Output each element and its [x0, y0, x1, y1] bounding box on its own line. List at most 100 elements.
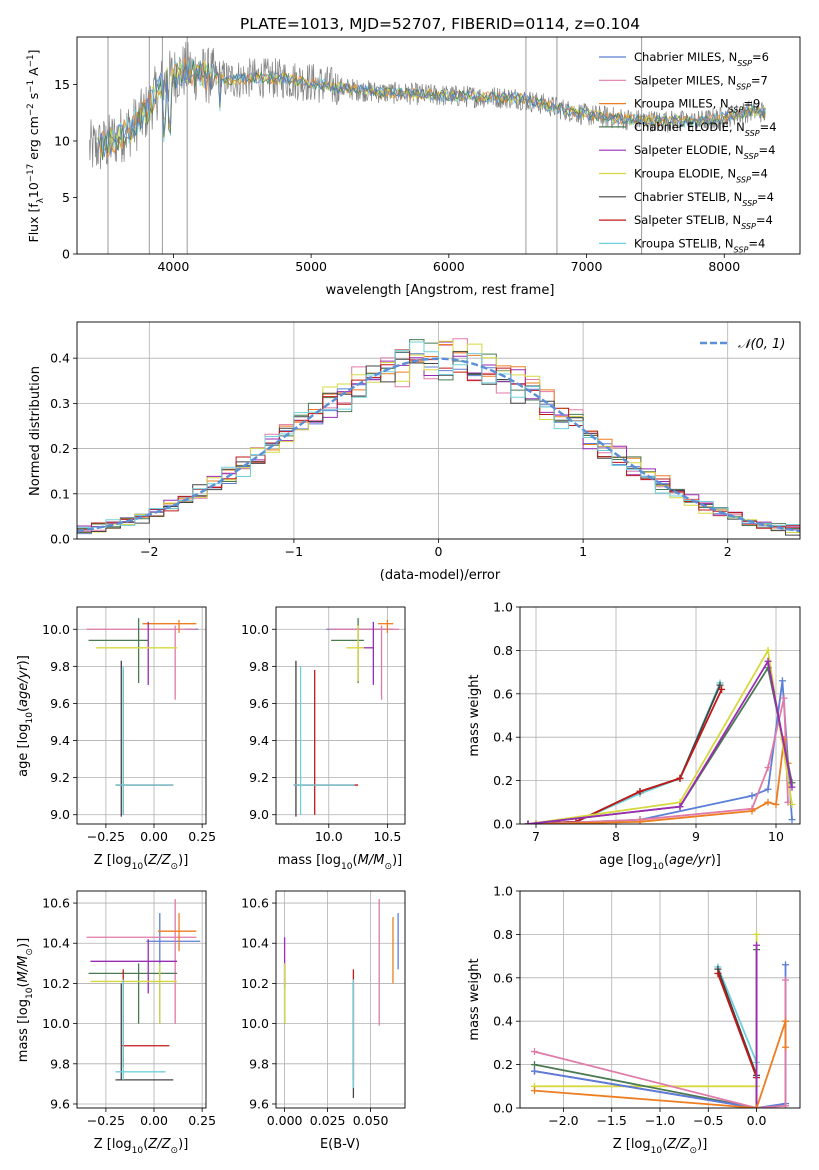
gaussian-reference-curve: [77, 357, 800, 533]
x-tick-label: 9: [692, 829, 700, 844]
weight-line: [535, 697, 789, 824]
weight-marker: [530, 1087, 538, 1095]
x-tick-label: −2: [140, 544, 158, 559]
x-axis-label: age [log10(age/yr)]: [599, 853, 721, 872]
axes-frame: [519, 606, 801, 825]
axes-frame: [76, 890, 207, 1109]
weight-marker: [753, 1104, 761, 1108]
weight-line: [534, 1020, 787, 1108]
x-tick-label: 8000: [708, 259, 740, 274]
y-tick-label: 9.0: [249, 807, 269, 822]
panel-mass-vs-EBV: 0.000 0.025 0.050 9.6 9.8 10.0 10.2 10.4 10.6 E(B…: [241, 890, 406, 1152]
y-tick-label: 0.6: [493, 970, 513, 985]
y-tick-label: 9.6: [249, 1096, 269, 1111]
y-tick-label: 10.6: [241, 896, 269, 911]
plot-area: [89, 37, 766, 254]
x-tick-label: −0.25: [87, 829, 125, 844]
y-tick-label: 9.2: [249, 770, 269, 785]
y-tick-label: 9.6: [50, 1096, 70, 1111]
weight-line: [534, 945, 758, 1108]
y-tick-label: 0.4: [50, 351, 70, 366]
y-tick-label: 0.8: [493, 927, 513, 942]
weight-marker: [530, 1067, 538, 1075]
y-tick-label: 0.2: [493, 773, 513, 788]
weight-marker: [782, 961, 790, 969]
y-tick-label: 0.1: [50, 486, 70, 501]
axes-frame: [76, 606, 207, 825]
panel-mass-vs-Z: −0.25 0.00 0.25 9.6 9.8 10.0 10.2 10.4 10.6 Z [lo…: [16, 890, 216, 1156]
y-tick-label: 10.0: [42, 622, 70, 637]
weight-marker: [636, 818, 644, 824]
axes-frame: [275, 890, 406, 1109]
weight-marker: [764, 798, 772, 806]
weight-marker: [788, 783, 796, 791]
x-tick-label: −2.0: [548, 1113, 578, 1128]
y-tick-label: 9.8: [50, 1056, 70, 1071]
weight-line: [717, 973, 758, 1108]
weight-marker: [530, 1048, 538, 1056]
y-tick-label: 0.4: [493, 1014, 513, 1029]
x-tick-label: −1: [285, 544, 303, 559]
weight-marker: [782, 1043, 790, 1051]
x-axis-label: mass [log10(M/M⊙)]: [278, 853, 402, 872]
x-axis-label: Z [log10(Z/Z⊙)]: [613, 1137, 708, 1156]
legend-entry: Chabrier MILES, NSSP=6: [634, 50, 769, 68]
y-tick-label: 15: [54, 77, 70, 92]
x-axis-label: Z [log10(Z/Z⊙)]: [94, 853, 189, 872]
figure-title: PLATE=1013, MJD=52707, FIBERID=0114, z=0…: [240, 15, 640, 33]
x-tick-label: 0: [435, 544, 443, 559]
legend-entry: Chabrier STELIB, NSSP=4: [634, 190, 774, 208]
legend-entry: Salpeter MILES, NSSP=7: [634, 73, 768, 91]
weight-line: [534, 949, 758, 1108]
legend-entry: Salpeter ELODIE, NSSP=4: [634, 143, 775, 161]
axes-frame: [275, 606, 406, 825]
legend-entry: Kroupa MILES, NSSP=9: [634, 97, 760, 115]
y-axis-label: Flux [fλ10−17 erg cm−2 s−1 A−1]: [26, 50, 46, 243]
x-axis-label: Z [log10(Z/Z⊙)]: [94, 1137, 189, 1156]
legend-entry: Salpeter STELIB, NSSP=4: [634, 213, 773, 231]
y-tick-label: 10.4: [241, 936, 269, 951]
weight-marker: [772, 800, 780, 808]
x-tick-label: 0.25: [188, 829, 216, 844]
panel-age-vs-mass: 10.0 10.5 9.0 9.2 9.4 9.6 9.8 10.0 mass [log10(M…: [241, 606, 406, 872]
y-tick-label: 9.4: [50, 733, 70, 748]
model-fit-line: [97, 63, 766, 158]
weight-marker: [676, 803, 684, 811]
weight-line: [527, 689, 723, 824]
y-axis-label: mass weight: [467, 958, 482, 1040]
y-axis-label: Normed distribution: [28, 366, 43, 496]
weight-marker: [532, 820, 540, 824]
y-tick-label: 10.2: [241, 976, 269, 991]
legend-entry: 𝒩(0, 1): [738, 337, 785, 352]
weight-marker: [676, 774, 684, 782]
y-tick-label: 10.4: [42, 936, 70, 951]
x-tick-label: 0.050: [353, 1113, 389, 1128]
x-tick-label: 0.0: [747, 1113, 767, 1128]
x-tick-label: 0.000: [267, 1113, 303, 1128]
x-axis-label: (data-model)/error: [380, 568, 501, 583]
weight-marker: [753, 930, 761, 938]
y-axis-label: mass weight: [467, 674, 482, 756]
y-tick-label: 0.2: [50, 441, 70, 456]
weight-line: [527, 665, 793, 824]
weight-marker: [718, 685, 726, 693]
weight-marker: [753, 941, 761, 949]
x-tick-label: 0.025: [310, 1113, 346, 1128]
y-tick-label: 0.4: [493, 730, 513, 745]
panel-mass-weight-vs-Z: −2.0 −1.5 −1.0 −0.5 0.0 0.0 0.2 0.4 0.6 0.8 1.0 Z […: [467, 884, 801, 1156]
weight-marker: [788, 800, 796, 808]
y-tick-label: 0.2: [493, 1057, 513, 1072]
plot-area: [524, 646, 796, 824]
plot-area: [530, 930, 790, 1108]
weight-marker: [636, 787, 644, 795]
x-tick-label: 2: [724, 544, 732, 559]
weight-marker: [778, 677, 786, 685]
y-axis-label: mass [log10(M/M⊙)]: [16, 938, 35, 1062]
panel-residuals: −2 −1 0 1 2 0.0 0.1 0.2 0.3 0.4 (data-model)/error…: [28, 321, 801, 583]
legend-entry: Kroupa STELIB, NSSP=4: [634, 236, 765, 254]
y-tick-label: 10: [54, 133, 70, 148]
y-tick-label: 1.0: [493, 884, 513, 899]
weight-marker: [530, 1061, 538, 1069]
panel-spectrum: 4000 5000 6000 7000 8000 0 5 10 15 wavelength [An…: [26, 36, 801, 298]
